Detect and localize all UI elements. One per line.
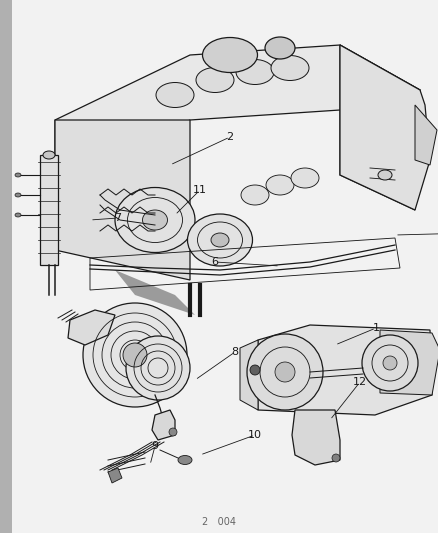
Circle shape (169, 428, 177, 436)
Ellipse shape (265, 37, 295, 59)
Ellipse shape (15, 193, 21, 197)
Text: 1: 1 (372, 323, 379, 333)
Polygon shape (108, 468, 122, 483)
Ellipse shape (241, 185, 269, 205)
Ellipse shape (43, 151, 55, 159)
Ellipse shape (211, 233, 229, 247)
Ellipse shape (15, 213, 21, 217)
Ellipse shape (178, 456, 192, 464)
Polygon shape (152, 410, 175, 440)
Ellipse shape (271, 55, 309, 80)
Polygon shape (68, 310, 115, 345)
Ellipse shape (236, 60, 274, 85)
Text: 2: 2 (226, 132, 233, 142)
Polygon shape (240, 340, 258, 410)
Ellipse shape (266, 175, 294, 195)
Circle shape (275, 362, 295, 382)
Ellipse shape (378, 170, 392, 180)
Text: 7: 7 (114, 213, 122, 223)
Circle shape (123, 343, 147, 367)
Circle shape (247, 334, 323, 410)
Circle shape (362, 335, 418, 391)
Bar (0, 0, 12, 533)
Ellipse shape (291, 168, 319, 188)
Text: 9: 9 (152, 441, 159, 451)
Polygon shape (340, 45, 420, 210)
Text: 11: 11 (193, 185, 207, 195)
Text: 8: 8 (231, 347, 239, 357)
Circle shape (83, 303, 187, 407)
Ellipse shape (156, 83, 194, 108)
Text: 12: 12 (353, 377, 367, 387)
Polygon shape (115, 270, 195, 315)
Text: 10: 10 (248, 430, 262, 440)
Text: 6: 6 (212, 257, 219, 267)
Ellipse shape (15, 173, 21, 177)
Ellipse shape (202, 37, 258, 72)
Polygon shape (292, 410, 340, 465)
Polygon shape (380, 330, 438, 395)
Polygon shape (340, 45, 430, 210)
Circle shape (250, 365, 260, 375)
Ellipse shape (196, 68, 234, 93)
Polygon shape (258, 325, 432, 415)
Circle shape (126, 336, 190, 400)
Text: 2   004: 2 004 (202, 517, 236, 527)
Ellipse shape (187, 214, 252, 266)
Ellipse shape (142, 210, 167, 230)
Polygon shape (415, 105, 437, 165)
Polygon shape (55, 45, 420, 185)
Circle shape (383, 356, 397, 370)
Circle shape (332, 454, 340, 462)
Bar (40, 155, 58, 265)
Ellipse shape (115, 188, 195, 253)
Polygon shape (55, 120, 190, 280)
